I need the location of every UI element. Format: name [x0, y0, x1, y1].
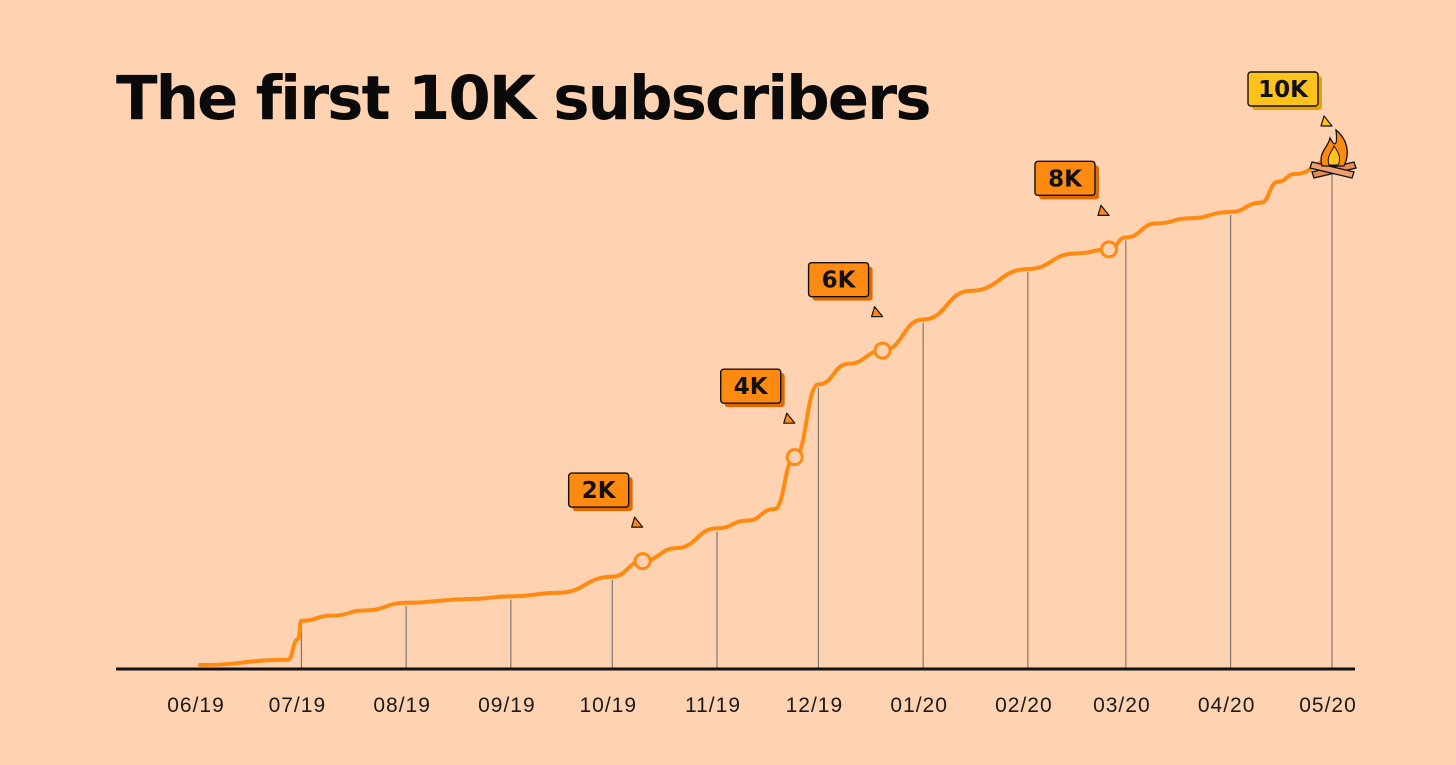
milestone-4K: 4K: [720, 368, 804, 467]
x-tick-label: 03/20: [1093, 694, 1151, 717]
milestone-label: 6K: [822, 268, 857, 294]
badge-pointer: [631, 516, 644, 528]
x-tick-label: 09/19: [478, 694, 536, 717]
milestone-label: 2K: [582, 478, 617, 504]
gridlines: [300, 163, 1333, 668]
x-tick-label: 10/19: [579, 694, 637, 717]
milestone-point: [633, 552, 652, 571]
milestone-point: [1099, 240, 1118, 259]
milestone-label: 4K: [734, 374, 769, 400]
x-tick-label: 11/19: [685, 694, 741, 717]
page-title: The first 10K subscribers: [116, 63, 932, 134]
milestone-badge: [720, 368, 782, 404]
milestone-2K: 2K: [567, 472, 652, 571]
milestone-markers: 2K 4K 6K 8K 10K: [567, 71, 1357, 571]
x-tick-label: 12/19: [786, 694, 844, 717]
milestone-6K: 6K: [807, 261, 892, 360]
milestone-point: [873, 341, 892, 360]
x-tick-label: 02/20: [995, 694, 1053, 717]
x-tick-label: 06/19: [167, 694, 225, 717]
milestone-badge: [567, 472, 630, 508]
milestone-point: [785, 448, 804, 467]
badge-pointer: [870, 306, 884, 318]
x-tick-label: 04/20: [1198, 694, 1256, 717]
series-line-subscribers: [198, 158, 1334, 667]
x-tick-label: 01/20: [890, 694, 948, 717]
milestone-badge: [1034, 160, 1096, 197]
x-tick-label: 08/19: [373, 694, 431, 717]
x-tick-label: 07/19: [269, 694, 327, 717]
milestone-badge: [807, 261, 870, 298]
milestone-label: 8K: [1048, 166, 1083, 192]
badge-pointer: [1320, 115, 1333, 127]
milestone-8K: 8K: [1034, 160, 1118, 259]
x-tick-label: 05/20: [1299, 694, 1357, 717]
x-tick-labels: 06/19 07/19 08/19 09/19 10/19 11/19 12/19 01/20…: [167, 694, 1357, 717]
milestone-label: 10K: [1258, 77, 1309, 103]
campfire-icon: [1309, 128, 1357, 179]
badge-pointer: [1097, 204, 1110, 216]
milestone-badge: [1247, 71, 1319, 107]
milestone-10K: 10K: [1247, 71, 1357, 179]
badge-pointer: [783, 412, 796, 424]
